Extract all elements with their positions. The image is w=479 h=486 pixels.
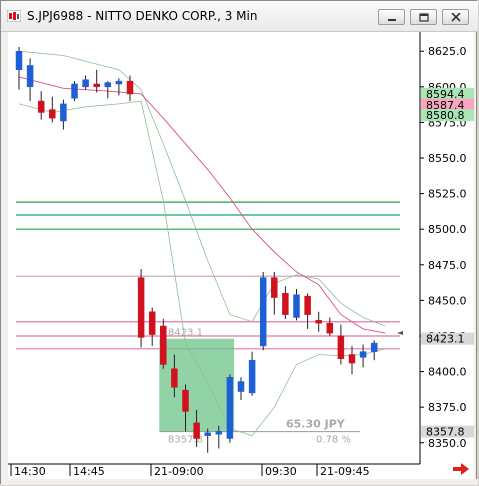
price-tag-label: 8587.4 xyxy=(426,99,465,112)
time-tick-label: 14:30 xyxy=(14,465,46,478)
time-ticks: 14:30 14:45 21-09:00 09:30 21-09:45 xyxy=(10,464,370,478)
candle-body xyxy=(226,377,234,439)
candle-body xyxy=(60,103,67,122)
candle-body xyxy=(282,293,289,315)
price-tag-label: 8357.8 xyxy=(426,426,465,439)
window-title: S.JPJ6988 - NITTO DENKO CORP., 3 Min xyxy=(27,9,258,23)
close-button[interactable] xyxy=(442,9,469,25)
chart-app-icon xyxy=(7,10,21,22)
measure-start-price: 8423.1 xyxy=(168,328,203,339)
candle-body xyxy=(104,82,112,88)
candle-body xyxy=(93,83,100,88)
price-tick-label: 8400.0 xyxy=(428,366,467,379)
candle-body xyxy=(259,277,267,347)
candle-body xyxy=(37,100,45,113)
price-tag xyxy=(421,87,474,100)
title-bar[interactable]: S.JPJ6988 - NITTO DENKO CORP., 3 Min xyxy=(1,1,478,32)
price-tag xyxy=(421,332,474,345)
price-tick-label: 8550.0 xyxy=(428,152,467,165)
scroll-right-arrow-icon[interactable] xyxy=(452,462,470,476)
price-tick-label: 8625.0 xyxy=(428,45,467,58)
candle-body xyxy=(215,431,223,435)
candle-body xyxy=(26,65,34,88)
maximize-icon xyxy=(419,13,429,22)
current-price-marker xyxy=(397,331,403,335)
price-tick-label: 8375.0 xyxy=(428,401,467,414)
candle-body xyxy=(315,320,322,324)
chart-area[interactable]: 8423.1 8357.8 65.30 JPY 0.78 % 8625.0 860… xyxy=(8,32,474,479)
minimize-icon xyxy=(388,19,396,21)
price-tag-label: 8423.1 xyxy=(426,333,465,346)
price-tick-label: 8450.0 xyxy=(428,294,467,307)
candle-body xyxy=(271,277,278,298)
candle-body xyxy=(248,359,256,394)
time-tick-label: 21-09:00 xyxy=(154,465,204,478)
candle-body xyxy=(359,351,367,358)
candle-body xyxy=(370,342,378,352)
candles xyxy=(15,46,378,453)
candle-body xyxy=(237,381,245,392)
price-tag-label: 8580.8 xyxy=(426,109,465,122)
status-strip xyxy=(1,479,478,485)
candle-body xyxy=(160,325,167,365)
time-tick-label: 14:45 xyxy=(73,465,105,478)
bollinger-lower-line xyxy=(18,100,386,437)
candle-body xyxy=(15,50,23,70)
price-tag xyxy=(421,425,474,438)
measure-percent: 0.78 % xyxy=(316,435,351,446)
candle-body xyxy=(126,80,134,95)
measure-end-price: 8357.8 xyxy=(168,435,203,446)
bollinger-upper-line xyxy=(18,50,386,327)
price-tag xyxy=(421,109,474,122)
candle-body xyxy=(71,83,78,99)
candle-body xyxy=(49,109,56,119)
minimize-button[interactable] xyxy=(378,9,405,25)
price-tag-label: 8594.4 xyxy=(426,88,465,101)
candle-body xyxy=(293,294,300,318)
candle-body xyxy=(204,432,211,436)
candle-body xyxy=(148,311,156,335)
candle-body xyxy=(193,422,200,439)
close-icon xyxy=(451,13,461,22)
maximize-button[interactable] xyxy=(410,9,437,25)
price-tag xyxy=(421,98,474,111)
candle-body xyxy=(137,277,145,338)
price-tick-label: 8500.0 xyxy=(428,223,467,236)
price-tick-label: 8350.0 xyxy=(428,437,467,450)
candle-body xyxy=(337,335,345,360)
time-tick-label: 21-09:45 xyxy=(320,465,370,478)
candle-body xyxy=(326,322,334,334)
candle-body xyxy=(182,389,189,412)
time-tick-label: 09:30 xyxy=(265,465,297,478)
candle-body xyxy=(171,368,178,388)
price-tick-label: 8475.0 xyxy=(428,259,467,272)
horizontal-lines xyxy=(16,201,400,350)
measure-distance: 65.30 JPY xyxy=(286,418,346,431)
candle-body xyxy=(82,79,89,88)
candlestick-chart[interactable]: 8423.1 8357.8 65.30 JPY 0.78 % 8625.0860… xyxy=(8,32,474,479)
price-tick-label: 8525.0 xyxy=(428,188,467,201)
candle-body xyxy=(348,354,356,364)
candle-body xyxy=(115,80,123,85)
candle-body xyxy=(304,295,311,315)
